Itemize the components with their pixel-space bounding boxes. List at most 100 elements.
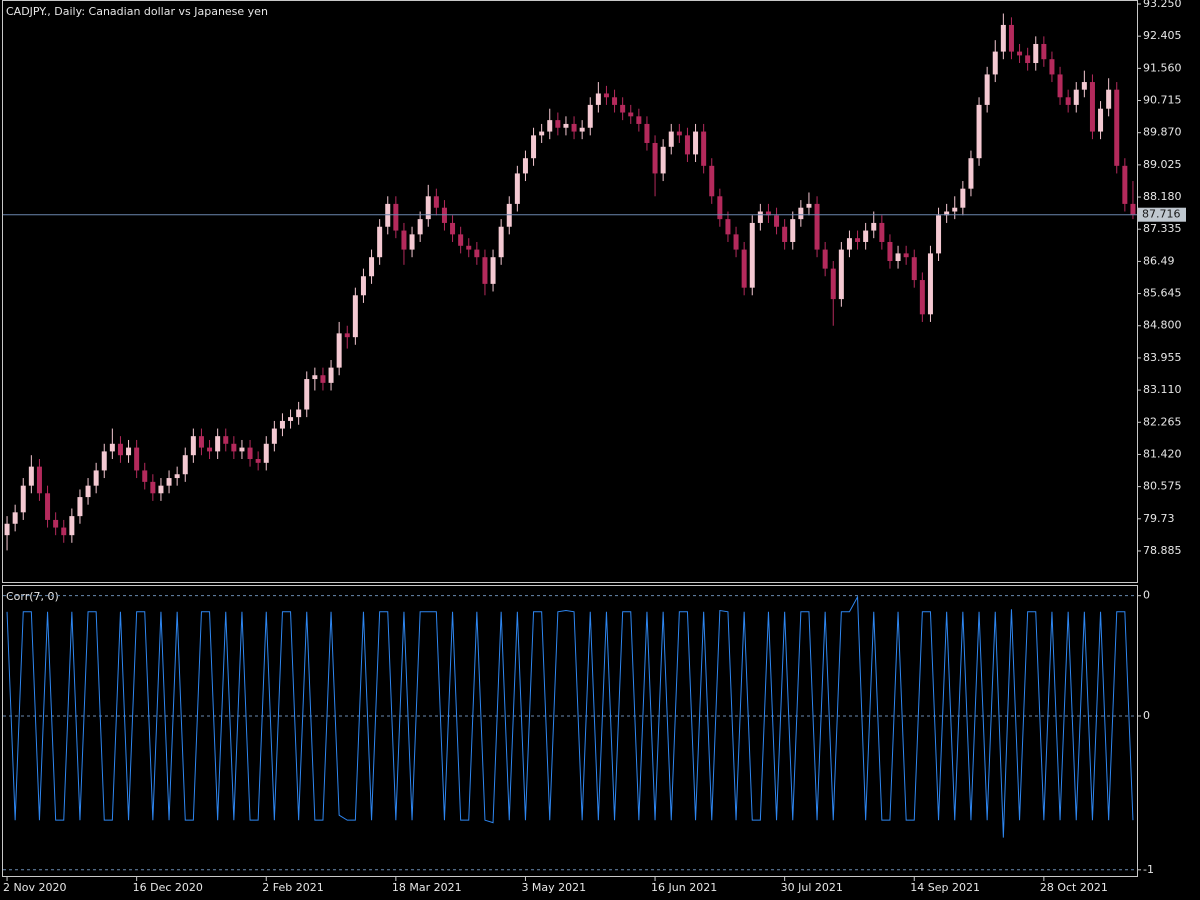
candle-body	[182, 455, 188, 475]
y-tick-label: 79.73	[1143, 512, 1175, 525]
y-tick-label: 91.560	[1143, 61, 1182, 74]
y-tick-label: 81.420	[1143, 447, 1182, 460]
candle-body	[709, 165, 715, 197]
y-tick-label: 80.575	[1143, 480, 1182, 493]
candle-body	[863, 230, 869, 242]
candle-body	[668, 131, 674, 147]
candle-body	[660, 146, 666, 174]
candle-body	[417, 219, 423, 235]
y-tick-label: 88.180	[1143, 190, 1182, 203]
candle-body	[531, 135, 537, 159]
candle-body	[150, 481, 156, 494]
candle-body	[887, 241, 893, 262]
candle-body	[28, 466, 34, 486]
candle-body	[1122, 165, 1128, 204]
candle-body	[77, 497, 83, 517]
candle-body	[1065, 97, 1071, 105]
candle-body	[636, 116, 642, 124]
candle-body	[215, 436, 221, 452]
candle-body	[304, 379, 310, 410]
candle-body	[725, 219, 731, 235]
candle-body	[806, 203, 812, 208]
candle-body	[45, 493, 51, 520]
candle-body	[644, 123, 650, 143]
candle-body	[612, 97, 618, 105]
y-tick-label: 93.250	[1143, 0, 1182, 10]
candle-body	[595, 93, 601, 105]
candle-body	[142, 470, 148, 482]
candle-body	[247, 447, 253, 460]
candle-body	[490, 257, 496, 284]
candle-body	[377, 226, 383, 258]
candle-body	[474, 249, 480, 258]
last-price-label: 87.716	[1142, 208, 1181, 221]
candle-body	[69, 516, 75, 536]
candle-body	[117, 443, 123, 456]
candle-body	[579, 127, 585, 132]
candle-body	[4, 523, 10, 536]
candle-body	[936, 215, 942, 254]
candle-body	[960, 188, 966, 208]
candle-body	[774, 215, 780, 227]
candle-body	[1008, 24, 1014, 52]
candle-body	[360, 276, 366, 296]
candle-body	[158, 485, 164, 494]
candle-body	[790, 219, 796, 242]
candle-body	[312, 375, 318, 380]
y-tick-label: 82.265	[1143, 415, 1182, 428]
candle-body	[134, 447, 140, 471]
candle-body	[522, 158, 528, 174]
candle-body	[1033, 43, 1039, 64]
candle-body	[1130, 203, 1136, 215]
x-tick-label: 18 Mar 2021	[392, 881, 462, 894]
x-tick-label: 3 May 2021	[521, 881, 586, 894]
candle-body	[1025, 55, 1031, 64]
y-tick-label: 84.800	[1143, 319, 1182, 332]
candle-body	[903, 253, 909, 258]
y-tick-label: 89.025	[1143, 158, 1182, 171]
candle-body	[466, 245, 472, 250]
candle-body	[109, 443, 115, 452]
candle-body	[879, 222, 885, 242]
indicator-panel-border	[2, 585, 1138, 877]
y-tick-label: 89.870	[1143, 126, 1182, 139]
candle-body	[393, 203, 399, 231]
candle-body	[733, 234, 739, 250]
candle-body	[1114, 89, 1120, 166]
candle-body	[498, 226, 504, 258]
y-tick-label: 90.715	[1143, 94, 1182, 107]
candle-body	[296, 409, 302, 418]
candle-body	[369, 257, 375, 277]
candle-body	[555, 120, 561, 128]
candle-body	[717, 196, 723, 220]
candle-body	[1081, 82, 1087, 90]
candle-body	[830, 268, 836, 300]
candle-body	[749, 222, 755, 288]
candle-body	[603, 93, 609, 98]
candle-body	[895, 253, 901, 262]
candle-body	[871, 222, 877, 231]
candle-body	[1073, 89, 1079, 105]
x-tick-label: 28 Oct 2021	[1040, 881, 1108, 894]
candle-body	[482, 257, 488, 284]
y-tick-label: 87.335	[1143, 222, 1182, 235]
candle-body	[441, 207, 447, 223]
x-tick-label: 2 Nov 2020	[3, 881, 66, 894]
candle-body	[271, 428, 277, 444]
candle-body	[506, 203, 512, 227]
candle-body	[676, 131, 682, 136]
candle-body	[263, 443, 269, 463]
candle-body	[12, 512, 18, 524]
x-tick-label: 16 Jun 2021	[651, 881, 717, 894]
candle-body	[587, 104, 593, 128]
x-tick-label: 16 Dec 2020	[133, 881, 203, 894]
candle-body	[984, 74, 990, 105]
candle-body	[93, 470, 99, 486]
y-tick-label: 86.49	[1143, 254, 1175, 267]
candle-body	[36, 466, 42, 494]
candle-body	[822, 249, 828, 269]
y-tick-label: 83.110	[1143, 383, 1182, 396]
candle-body	[911, 257, 917, 281]
candle-body	[20, 485, 26, 513]
